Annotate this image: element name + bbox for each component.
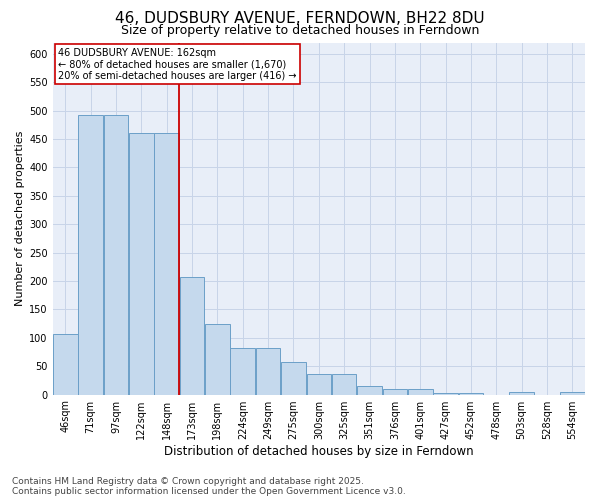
Bar — [79, 114, 103, 394]
Bar — [458, 393, 483, 394]
Text: Size of property relative to detached houses in Ferndown: Size of property relative to detached ho… — [121, 24, 479, 37]
Bar — [180, 277, 205, 394]
Text: 46 DUDSBURY AVENUE: 162sqm
← 80% of detached houses are smaller (1,670)
20% of s: 46 DUDSBURY AVENUE: 162sqm ← 80% of deta… — [58, 48, 296, 81]
Bar — [205, 324, 230, 394]
Bar — [104, 114, 128, 394]
X-axis label: Distribution of detached houses by size in Ferndown: Distribution of detached houses by size … — [164, 444, 473, 458]
Bar — [357, 386, 382, 394]
Bar — [408, 389, 433, 394]
Bar — [129, 133, 154, 394]
Bar — [307, 374, 331, 394]
Bar — [53, 334, 77, 394]
Bar — [433, 393, 458, 394]
Bar — [256, 348, 280, 395]
Text: Contains HM Land Registry data © Crown copyright and database right 2025.
Contai: Contains HM Land Registry data © Crown c… — [12, 476, 406, 496]
Bar — [509, 392, 534, 394]
Y-axis label: Number of detached properties: Number of detached properties — [15, 131, 25, 306]
Bar — [383, 389, 407, 394]
Bar — [230, 348, 255, 395]
Bar — [332, 374, 356, 394]
Text: 46, DUDSBURY AVENUE, FERNDOWN, BH22 8DU: 46, DUDSBURY AVENUE, FERNDOWN, BH22 8DU — [115, 11, 485, 26]
Bar — [281, 362, 306, 394]
Bar — [154, 133, 179, 394]
Bar — [560, 392, 584, 394]
